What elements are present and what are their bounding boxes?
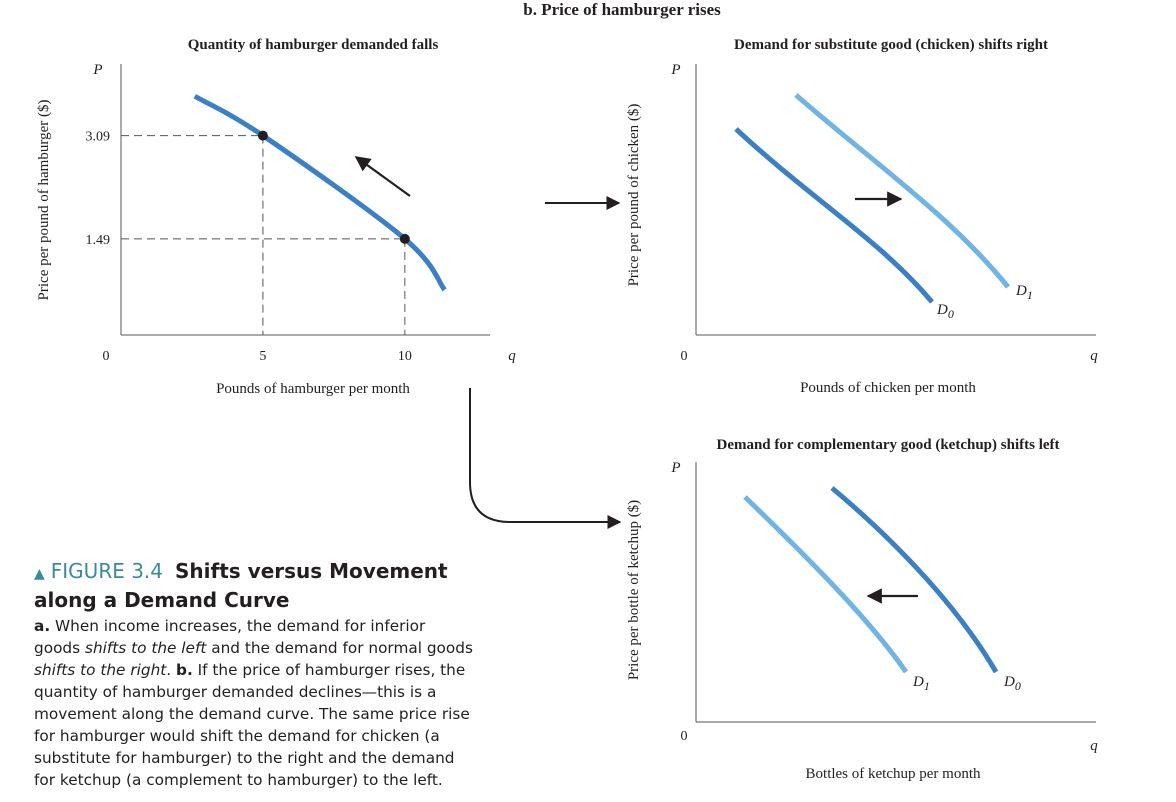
caption-heading: ▲ FIGURE 3.4 Shifts versus Movement along … bbox=[34, 558, 474, 613]
svg-text:D0: D0 bbox=[1003, 674, 1021, 693]
chicken-x-axis-letter: q bbox=[1090, 348, 1098, 364]
hamburger-point bbox=[257, 130, 268, 141]
movement-along-curve-arrow bbox=[354, 156, 411, 197]
connector-arrow-to-ketchup bbox=[469, 388, 622, 529]
caption-a-text-2: and the demand for normal goods bbox=[206, 639, 473, 657]
ketchup-y-axis-letter: P bbox=[670, 460, 680, 476]
figure-title: Shifts versus Movement along a Demand Cu… bbox=[34, 559, 448, 612]
chicken-d1-label: D1 bbox=[1015, 283, 1033, 302]
chicken-demand-curve-d1 bbox=[794, 93, 1010, 289]
ketchup-origin-label: 0 bbox=[681, 729, 688, 744]
caption-b-label: b. bbox=[176, 661, 193, 679]
figure-caption: ▲ FIGURE 3.4 Shifts versus Movement along … bbox=[34, 558, 474, 791]
hamburger-chart: Quantity of hamburger demanded falls Pri… bbox=[36, 37, 516, 397]
hamburger-origin-label: 0 bbox=[103, 349, 110, 364]
ketchup-y-axis-label: Price per bottle of ketchup ($) bbox=[626, 500, 642, 680]
svg-text:D0: D0 bbox=[936, 302, 954, 321]
caption-b-text: If the price of hamburger rises, the qua… bbox=[34, 661, 470, 789]
hamburger-x-axis-letter: q bbox=[508, 348, 516, 364]
chicken-x-axis-label: Pounds of chicken per month bbox=[800, 380, 976, 396]
hamburger-chart-title: Quantity of hamburger demanded falls bbox=[188, 37, 439, 53]
svg-text:D1: D1 bbox=[912, 674, 930, 693]
caption-a-label: a. bbox=[34, 617, 51, 635]
chicken-y-axis-letter: P bbox=[670, 62, 680, 78]
panel-b-title: b. Price of hamburger rises bbox=[523, 0, 721, 19]
chicken-d0-label: D0 bbox=[936, 302, 954, 321]
ketchup-chart-title: Demand for complementary good (ketchup) … bbox=[716, 437, 1059, 453]
ketchup-d0-label: D0 bbox=[1003, 674, 1021, 693]
caption-a-italic-1: shifts to the left bbox=[84, 639, 207, 657]
ketchup-demand-curve-d1 bbox=[743, 495, 909, 674]
triangle-icon: ▲ bbox=[34, 566, 45, 582]
ketchup-demand-curve-d0 bbox=[830, 486, 999, 674]
chicken-y-axis-label: Price per pound of chicken ($) bbox=[626, 104, 642, 287]
hamburger-y-axis-label: Price per pound of hamburger ($) bbox=[36, 100, 52, 301]
hamburger-y-tick-label: 3.09 bbox=[86, 130, 111, 145]
hamburger-y-tick-label: 1.49 bbox=[86, 233, 111, 248]
figure-number: FIGURE 3.4 bbox=[50, 559, 164, 583]
caption-a-text-1: When income increases, the demand for in… bbox=[34, 617, 426, 657]
chicken-chart: Demand for substitute good (chicken) shi… bbox=[626, 37, 1098, 396]
ketchup-d1-label: D1 bbox=[912, 674, 930, 693]
hamburger-demand-curve bbox=[193, 94, 447, 292]
ketchup-x-axis-letter: q bbox=[1090, 738, 1098, 754]
ketchup-x-axis-label: Bottles of ketchup per month bbox=[806, 766, 981, 782]
hamburger-x-axis-label: Pounds of hamburger per month bbox=[216, 381, 410, 397]
chicken-chart-title: Demand for substitute good (chicken) shi… bbox=[734, 37, 1048, 53]
hamburger-x-tick-label: 10 bbox=[398, 349, 412, 364]
hamburger-point bbox=[399, 233, 410, 244]
hamburger-y-axis-letter: P bbox=[92, 62, 102, 78]
caption-a-italic-2: shifts to the right bbox=[34, 661, 167, 679]
caption-body: a. When income increases, the demand for… bbox=[34, 615, 474, 791]
ketchup-chart: Demand for complementary good (ketchup) … bbox=[626, 437, 1098, 782]
hamburger-x-tick-label: 5 bbox=[259, 349, 266, 364]
chicken-demand-curve-d0 bbox=[734, 127, 934, 304]
svg-text:D1: D1 bbox=[1015, 283, 1033, 302]
caption-a-text-3: . bbox=[166, 661, 176, 679]
chicken-origin-label: 0 bbox=[681, 349, 688, 364]
